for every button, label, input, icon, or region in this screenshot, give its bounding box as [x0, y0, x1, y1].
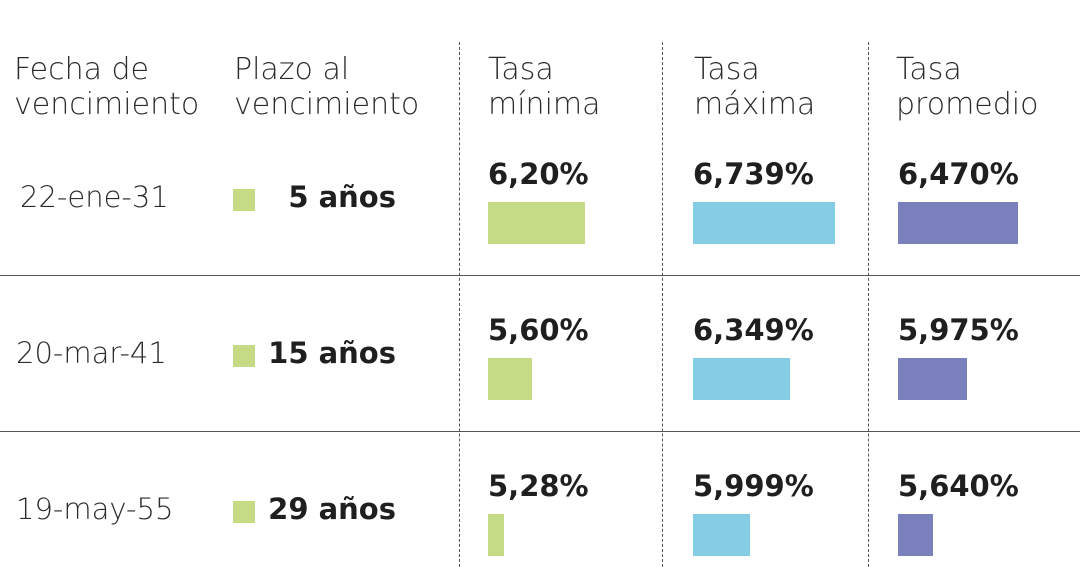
column-divider-1: [459, 42, 460, 567]
value-label-minima: 5,28%: [488, 469, 589, 503]
row-divider-2: [0, 431, 1080, 432]
row-term: 5 años: [288, 180, 396, 214]
bar-minima: [488, 358, 533, 400]
header-maxima-line1: Tasa: [694, 52, 760, 87]
row-divider-1: [0, 275, 1080, 276]
bar-maxima: [693, 202, 835, 244]
header-fecha: Fecha de vencimiento: [14, 52, 199, 122]
value-label-maxima: 5,999%: [693, 469, 814, 503]
value-label-minima: 6,20%: [488, 157, 589, 191]
bar-minima: [488, 514, 504, 556]
term-marker: [233, 189, 255, 211]
row-date: 20-mar-41: [16, 336, 167, 370]
header-minima: Tasa mínima: [488, 52, 601, 122]
row-term: 29 años: [268, 492, 396, 526]
bar-maxima: [693, 358, 791, 400]
header-minima-line2: mínima: [488, 87, 601, 122]
header-fecha-line1: Fecha de: [14, 52, 149, 87]
value-label-promedio: 6,470%: [898, 157, 1019, 191]
header-maxima-line2: máxima: [694, 87, 816, 122]
value-label-maxima: 6,349%: [693, 313, 814, 347]
bar-minima: [488, 202, 585, 244]
value-label-promedio: 5,975%: [898, 313, 1019, 347]
row-date: 19-may-55: [16, 492, 174, 526]
header-plazo-line2: vencimiento: [234, 87, 420, 122]
header-fecha-line2: vencimiento: [14, 87, 200, 122]
bar-promedio: [898, 514, 933, 556]
value-label-minima: 5,60%: [488, 313, 589, 347]
header-minima-line1: Tasa: [488, 52, 554, 87]
column-divider-2: [662, 42, 663, 567]
row-date: 22-ene-31: [20, 180, 169, 214]
value-label-maxima: 6,739%: [693, 157, 814, 191]
header-plazo: Plazo al vencimiento: [234, 52, 419, 122]
column-divider-3: [868, 42, 869, 567]
row-term: 15 años: [268, 336, 396, 370]
term-marker: [233, 345, 255, 367]
header-promedio-line2: promedio: [896, 87, 1039, 122]
value-label-promedio: 5,640%: [898, 469, 1019, 503]
header-promedio-line1: Tasa: [896, 52, 962, 87]
header-plazo-line1: Plazo al: [234, 52, 350, 87]
bar-promedio: [898, 202, 1018, 244]
bar-maxima: [693, 514, 751, 556]
bar-promedio: [898, 358, 968, 400]
term-marker: [233, 501, 255, 523]
header-promedio: Tasa promedio: [896, 52, 1039, 122]
header-maxima: Tasa máxima: [694, 52, 815, 122]
